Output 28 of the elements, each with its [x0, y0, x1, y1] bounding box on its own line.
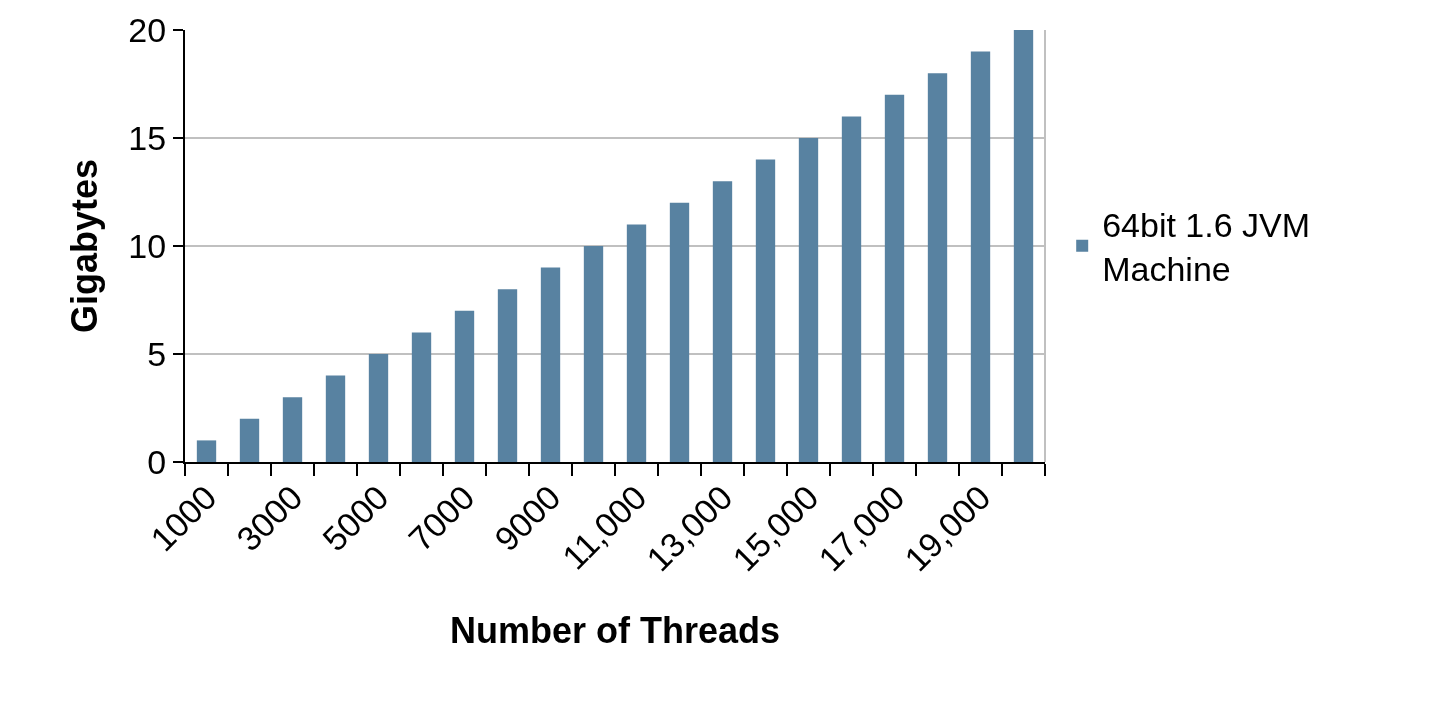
bar — [454, 310, 475, 462]
bar — [196, 440, 217, 462]
bar — [325, 375, 346, 462]
y-tick-label: 10 — [128, 226, 167, 265]
x-axis-title: Number of Threads — [449, 609, 781, 651]
bar — [626, 224, 647, 462]
bar — [583, 246, 604, 462]
y-tick-label: 15 — [128, 118, 167, 157]
bar — [239, 418, 260, 462]
bar — [798, 138, 819, 462]
legend-label: 64bit 1.6 JVM Machine — [1102, 205, 1311, 289]
bar — [540, 267, 561, 462]
bar — [669, 202, 690, 462]
y-tick-label: 0 — [147, 442, 167, 481]
bar — [368, 354, 389, 462]
bar — [970, 51, 991, 462]
bar — [841, 116, 862, 462]
bar — [411, 332, 432, 462]
y-axis-title: Gigabytes — [63, 158, 105, 334]
bar — [927, 73, 948, 462]
bar — [282, 397, 303, 462]
bar — [497, 289, 518, 462]
bar — [712, 181, 733, 462]
bar — [755, 159, 776, 462]
y-tick-label: 20 — [128, 10, 167, 49]
y-tick-label: 5 — [147, 334, 167, 373]
bar — [1013, 30, 1034, 462]
bar — [884, 94, 905, 462]
